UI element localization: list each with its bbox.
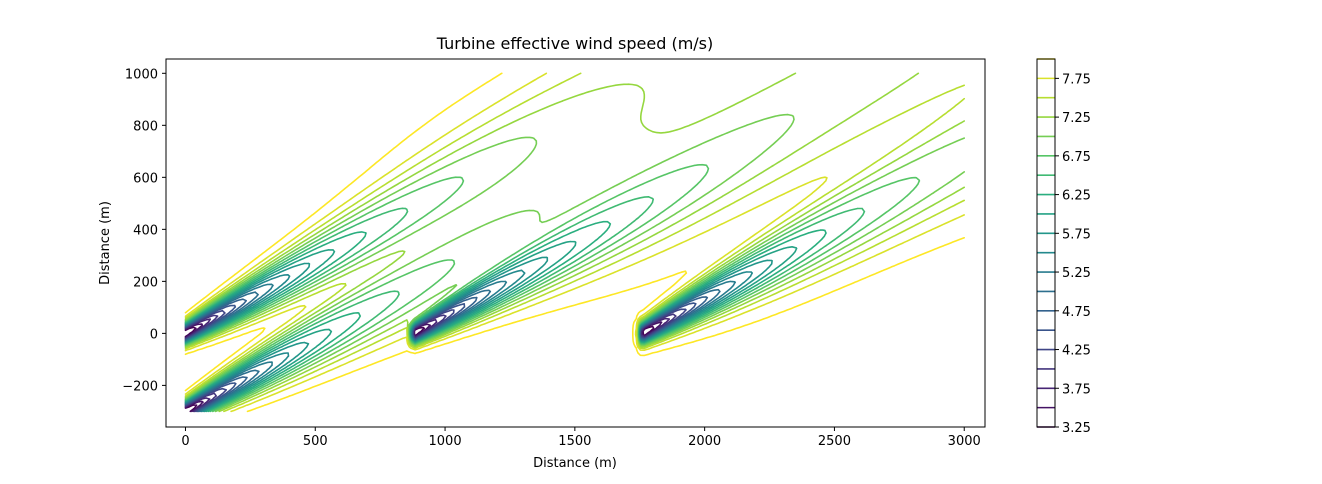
colorbar-tick-label: 3.75 [1062, 382, 1091, 397]
plot-frame [165, 58, 986, 428]
y-axis-label: Distance (m) [98, 201, 113, 285]
contour-line [184, 220, 827, 413]
contour-line [184, 72, 965, 413]
contour-line [184, 113, 965, 413]
x-tick-label: 2000 [688, 434, 721, 449]
colorbar-tick-label: 5.25 [1062, 266, 1091, 281]
y-axis: −200 0 200 400 600 800 1000 [122, 67, 166, 394]
y-tick-label: 800 [133, 119, 158, 134]
y-tick-label: −200 [122, 379, 158, 394]
contour-line [184, 72, 965, 413]
x-tick-label: 500 [303, 434, 328, 449]
contour-line [184, 72, 965, 413]
colorbar-tick-label: 6.75 [1062, 150, 1091, 165]
x-tick-label: 3000 [948, 434, 981, 449]
y-tick-label: 200 [133, 275, 158, 290]
colorbar-frame [1036, 58, 1056, 428]
x-tick-label: 1500 [558, 434, 591, 449]
colorbar-tick-label: 7.75 [1062, 72, 1091, 87]
contour-line [184, 196, 866, 413]
colorbar-tick-label: 6.25 [1062, 189, 1091, 204]
x-tick-label: 1000 [429, 434, 462, 449]
x-tick-label: 0 [181, 434, 189, 449]
y-tick-label: 400 [133, 223, 158, 238]
colorbar-tick-label: 7.25 [1062, 111, 1091, 126]
y-tick-label: 0 [150, 327, 158, 342]
y-tick-label: 600 [133, 171, 158, 186]
x-axis-label: Distance (m) [533, 456, 617, 471]
chart-title: Turbine effective wind speed (m/s) [436, 34, 714, 53]
colorbar-tick-label: 5.75 [1062, 227, 1091, 242]
x-tick-label: 2500 [818, 434, 851, 449]
contour-line [184, 72, 965, 413]
y-tick-label: 1000 [125, 67, 158, 82]
colorbar: 3.25 3.75 4.25 4.75 5.25 5.75 6.25 6.75 7.25 7.75 [1036, 58, 1091, 436]
colorbar-tick-label: 3.25 [1062, 421, 1091, 436]
x-axis: 0 500 1000 1500 2000 2500 3000 [181, 427, 981, 449]
contour-line [184, 163, 921, 413]
colorbar-tick-label: 4.75 [1062, 305, 1091, 320]
contour-lines [184, 72, 965, 413]
colorbar-tick-label: 4.25 [1062, 344, 1091, 359]
